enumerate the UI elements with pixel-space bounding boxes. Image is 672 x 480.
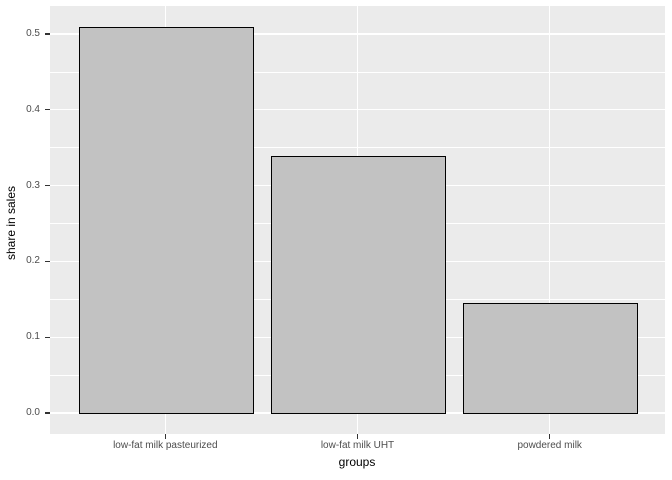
y-tick-mark [45, 336, 50, 338]
x-tick-mark [356, 434, 359, 439]
y-axis-title: share in sales [4, 185, 18, 261]
bar-low-fat-milk-uht [271, 156, 446, 415]
y-tick-label: 0.3 [26, 179, 40, 191]
y-tick-label: 0.1 [26, 331, 40, 343]
bar-powdered-milk [463, 303, 639, 415]
x-tick-label: powdered milk [517, 440, 582, 451]
x-tick-mark [164, 434, 166, 439]
y-tick-mark [45, 109, 50, 111]
y-tick-mark [45, 412, 50, 414]
x-tick-mark [549, 434, 551, 439]
x-tick-label: low-fat milk UHT [320, 440, 395, 451]
category-gridline [548, 6, 551, 434]
y-tick-mark [45, 33, 50, 35]
y-tick-label: 0.5 [26, 28, 40, 39]
bar-low-fat-milk-pasteurized [78, 26, 254, 415]
y-tick-mark [45, 185, 50, 187]
y-tick-mark [45, 260, 50, 262]
y-tick-label: 0.2 [26, 255, 40, 267]
y-tick-label: 0.4 [26, 103, 40, 115]
plot-panel [50, 6, 665, 434]
x-tick-label: low-fat milk pasteurized [113, 440, 218, 451]
y-tick-label: 0.0 [26, 407, 40, 418]
x-axis-title: groups [338, 455, 376, 469]
